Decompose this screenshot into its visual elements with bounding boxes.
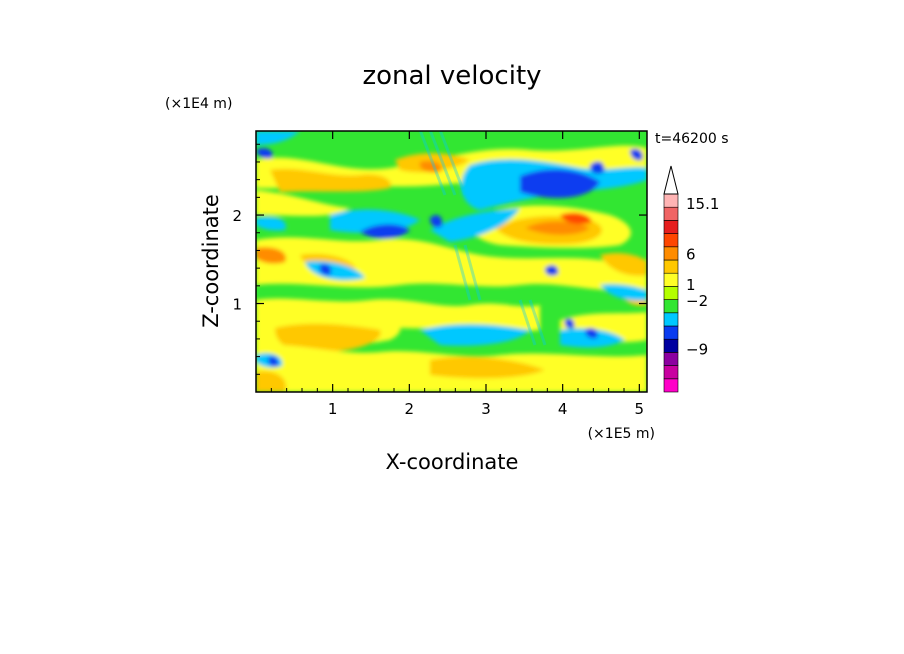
colorbar-swatch: [663, 299, 679, 314]
x-tick-label: 4: [558, 400, 568, 418]
contour-field: [256, 131, 647, 392]
colorbar-swatch: [663, 193, 679, 208]
x-tick-label: 3: [481, 400, 491, 418]
x-tick-label: 5: [635, 400, 645, 418]
colorbar-swatch: [663, 338, 679, 353]
colorbar-swatch: [663, 246, 679, 261]
colorbar-labels: 15.1 6 1−2 −9: [686, 195, 719, 359]
colorbar-label: 15.1: [686, 195, 719, 213]
colorbar-label: −9: [686, 340, 708, 358]
y-tick-label: 2: [232, 207, 242, 225]
colorbar-swatch: [663, 259, 679, 274]
colorbar-swatch: [663, 220, 679, 234]
y-axis: 12: [232, 143, 647, 375]
x-axis-label: X-coordinate: [386, 450, 519, 474]
colorbar-swatch: [663, 365, 679, 380]
plot-frame: [255, 130, 648, 393]
colorbar-label: −2: [686, 292, 708, 310]
x-axis: 1 2 3 4 5: [270, 131, 645, 418]
colorbar-swatch: [663, 378, 679, 393]
y-tick-label: 1: [232, 296, 242, 314]
colorbar-label: 6: [686, 245, 696, 263]
y-axis-label: Z-coordinate: [199, 194, 223, 328]
chart-title: zonal velocity: [362, 61, 541, 91]
x-unit-label: (×1E5 m): [588, 426, 655, 442]
colorbar-swatch: [663, 233, 679, 248]
colorbar-swatch: [663, 206, 679, 221]
colorbar-extend-arrow: [663, 165, 679, 195]
x-tick-label: 1: [328, 400, 338, 418]
colorbar-swatch: [663, 312, 679, 327]
colorbar: [663, 165, 679, 393]
colorbar-swatch: [663, 352, 679, 366]
colorbar-swatch: [663, 286, 679, 300]
colorbar-label: 1: [686, 276, 696, 294]
time-label: t=46200 s: [655, 131, 729, 147]
x-tick-label: 2: [405, 400, 415, 418]
colorbar-swatch: [663, 272, 679, 287]
colorbar-swatch: [663, 325, 679, 340]
y-unit-label: (×1E4 m): [165, 96, 232, 112]
